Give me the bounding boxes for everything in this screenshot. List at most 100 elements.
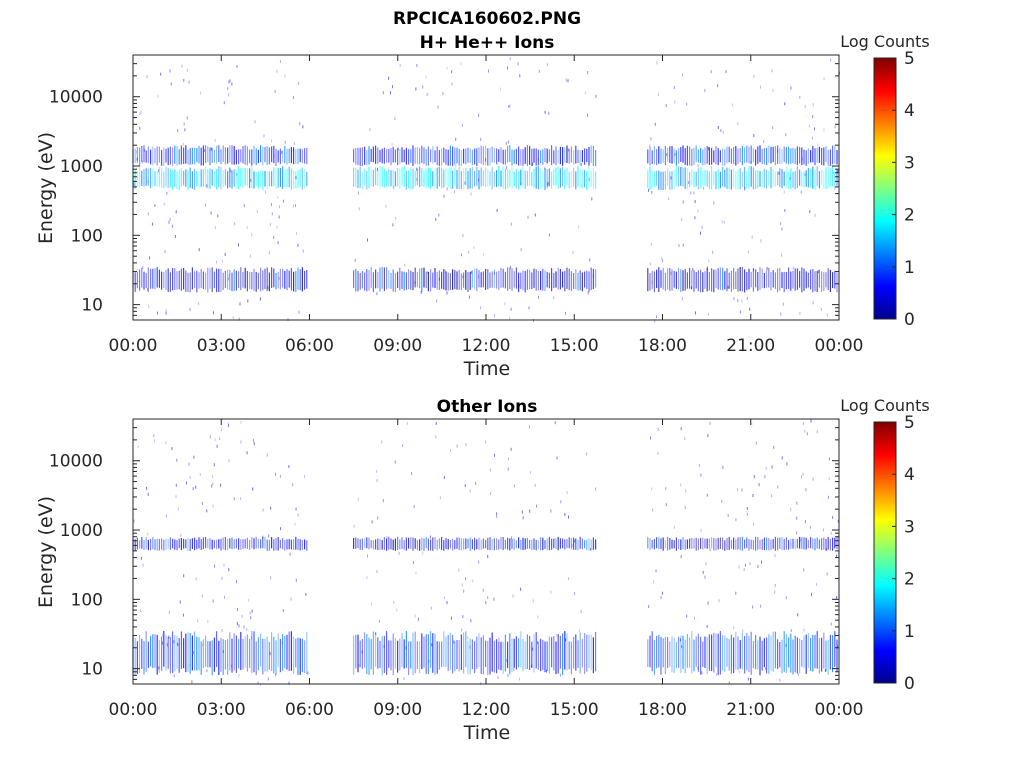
y-axis-label: Energy (eV) bbox=[35, 496, 57, 608]
spectrogram-speck bbox=[395, 216, 397, 220]
spectrogram-speck bbox=[565, 638, 566, 642]
spectrogram-speck bbox=[193, 455, 195, 459]
spectrogram-speck bbox=[415, 571, 417, 575]
spectrogram-speck bbox=[392, 223, 394, 227]
spectrogram-speck bbox=[706, 266, 708, 270]
spectrogram-speck bbox=[199, 473, 201, 476]
spectrogram-speck bbox=[837, 170, 839, 173]
spectrogram-speck bbox=[149, 256, 151, 260]
spectrogram-speck bbox=[274, 90, 276, 93]
spectrogram-speck bbox=[760, 239, 762, 243]
spectrogram-speck bbox=[727, 285, 729, 289]
spectrogram-speck bbox=[439, 496, 441, 500]
spectrogram-speck bbox=[656, 315, 657, 319]
spectrogram-speck bbox=[403, 677, 405, 681]
spectrogram-speck bbox=[700, 473, 702, 477]
spectrogram-speck bbox=[478, 560, 480, 564]
spectrogram-speck bbox=[394, 117, 396, 121]
spectrogram-speck bbox=[396, 608, 398, 612]
spectrogram-speck bbox=[462, 275, 464, 279]
spectrogram-speck bbox=[816, 430, 818, 434]
spectrogram-speck bbox=[741, 488, 743, 492]
spectrogram-speck bbox=[485, 158, 487, 162]
spectrogram-speck bbox=[517, 62, 519, 66]
spectrogram-speck bbox=[247, 299, 249, 303]
spectrogram-speck bbox=[154, 439, 156, 443]
spectrogram-speck bbox=[238, 243, 239, 247]
spectrogram-speck bbox=[801, 475, 802, 479]
colorbar-ticks: 0 1 2 3 4 5 bbox=[892, 49, 915, 330]
spectrogram-speck bbox=[506, 66, 508, 70]
spectrogram-speck bbox=[750, 160, 752, 164]
spectrogram-speck bbox=[302, 125, 304, 129]
spectrogram-speck bbox=[140, 609, 142, 612]
spectrogram-speck bbox=[493, 597, 495, 601]
spectrogram-speck bbox=[399, 64, 401, 67]
spectrogram-speck bbox=[296, 232, 297, 235]
spectrogram-speck bbox=[487, 595, 489, 599]
spectrogram-speck bbox=[189, 475, 191, 479]
spectrogram-speck bbox=[281, 150, 283, 154]
spectrogram-speck bbox=[697, 209, 699, 213]
spectrogram-speck bbox=[534, 483, 536, 487]
spectrogram-speck bbox=[305, 592, 307, 596]
spectrogram-speck bbox=[693, 191, 695, 195]
x-tick-label: 06:00 bbox=[285, 336, 334, 356]
spectrogram-speck bbox=[771, 494, 773, 498]
spectrogram-speck bbox=[804, 105, 806, 109]
spectrogram-speck bbox=[228, 93, 230, 97]
spectrogram-speck bbox=[428, 659, 430, 663]
spectrogram-speck bbox=[270, 506, 272, 510]
spectrogram-speck bbox=[753, 74, 755, 78]
spectrogram-speck bbox=[497, 676, 499, 680]
spectrogram-speck bbox=[656, 61, 658, 65]
colorbar-tick-label: 0 bbox=[904, 674, 915, 694]
spectrogram-speck bbox=[376, 479, 378, 483]
spectrogram-speck bbox=[653, 580, 655, 584]
spectrogram-speck bbox=[509, 104, 511, 108]
x-axis: 00:00 03:00 06:00 09:00 12:00 15:00 18:00 21:00… bbox=[109, 55, 864, 356]
spectrogram-speck bbox=[810, 419, 812, 423]
spectrogram-speck bbox=[778, 171, 780, 175]
spectrogram-speck bbox=[198, 302, 200, 306]
spectrogram-speck bbox=[271, 212, 273, 216]
spectrogram-speck bbox=[661, 256, 663, 260]
spectrogram-speck bbox=[292, 483, 294, 487]
spectrogram-speck bbox=[299, 122, 301, 126]
colorbar-tick-label: 3 bbox=[904, 153, 915, 173]
spectrogram-speck bbox=[727, 514, 729, 517]
spectrogram-speck bbox=[651, 280, 653, 284]
spectrogram-speck bbox=[217, 214, 219, 218]
spectrogram-speck bbox=[394, 460, 396, 464]
spectrogram-speck bbox=[146, 75, 148, 79]
spectrogram-speck bbox=[537, 615, 539, 619]
spectrogram-speck bbox=[780, 222, 782, 226]
spectrogram-speck bbox=[367, 238, 368, 242]
spectrogram-speck bbox=[510, 222, 512, 226]
spectrogram-speck bbox=[139, 126, 141, 130]
spectrogram-speck bbox=[142, 563, 144, 567]
spectrogram-speck bbox=[135, 150, 137, 154]
spectrogram-speck bbox=[587, 291, 589, 295]
spectrogram-speck bbox=[273, 236, 275, 240]
spectrogram-speck bbox=[538, 69, 540, 73]
spectrogram-speck bbox=[222, 259, 223, 263]
spectrogram-speck bbox=[786, 462, 788, 466]
spectrogram-speck bbox=[578, 225, 580, 229]
spectrogram-speck bbox=[537, 641, 539, 645]
spectrogram-speck bbox=[780, 312, 782, 316]
spectrogram-speck bbox=[717, 126, 719, 129]
spectrogram-speck bbox=[781, 253, 783, 257]
spectrogram-speck bbox=[282, 609, 284, 612]
spectrogram-speck bbox=[212, 504, 214, 508]
spectrogram-speck bbox=[214, 438, 216, 442]
spectrogram-speck bbox=[470, 619, 472, 623]
spectrogram-speck bbox=[186, 68, 188, 72]
spectrogram-speck bbox=[822, 528, 824, 532]
spectrogram-speck bbox=[279, 474, 281, 478]
colorbar-tick-label: 1 bbox=[904, 258, 915, 278]
spectrogram-speck bbox=[555, 633, 557, 637]
spectrogram-speck bbox=[462, 234, 464, 237]
spectrogram-speck bbox=[651, 487, 653, 491]
spectrogram-speck bbox=[530, 471, 532, 474]
